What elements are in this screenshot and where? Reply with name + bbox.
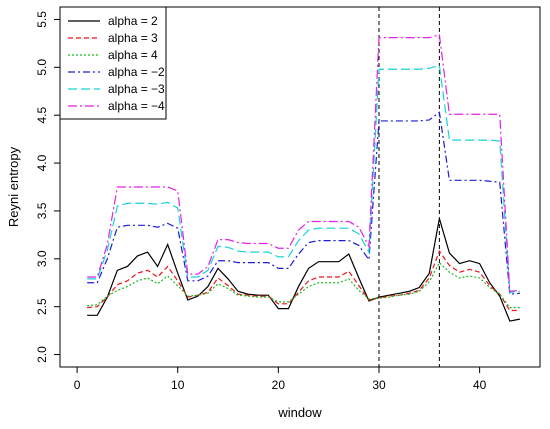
legend-label-4: alpha = −2	[108, 65, 165, 79]
y-axis-title: Reyni entropy	[6, 146, 21, 227]
legend-label-5: alpha = −3	[108, 82, 165, 96]
series-line-4	[87, 111, 520, 295]
y-tick-label: 3.0	[35, 250, 49, 267]
y-tick-label: 3.5	[35, 202, 49, 219]
y-tick-label: 2.0	[35, 346, 49, 363]
legend-label-2: alpha = 3	[108, 31, 158, 45]
series-line-3	[87, 261, 520, 309]
legend-label-3: alpha = 4	[108, 48, 158, 62]
x-tick-label: 40	[473, 378, 487, 392]
y-tick-label: 2.5	[35, 298, 49, 315]
x-tick-label: 30	[372, 378, 386, 392]
series-line-1	[87, 218, 520, 322]
y-tick-label: 4.0	[35, 154, 49, 171]
x-axis: 0 10 20 30 40	[74, 367, 487, 392]
legend-label-1: alpha = 2	[108, 14, 158, 28]
series-line-2	[87, 249, 520, 312]
plot-frame	[59, 6, 541, 368]
series-line-6	[87, 34, 520, 293]
series-line-5	[87, 64, 520, 293]
reference-lines	[378, 7, 440, 367]
x-tick-label: 20	[272, 378, 286, 392]
x-axis-title: window	[277, 405, 322, 420]
y-tick-label: 5.0	[35, 59, 49, 76]
legend: alpha = 2 alpha = 3 alpha = 4 alpha = −2 alp…	[59, 6, 167, 120]
y-axis: 2.0 2.5 3.0 3.5 4.0 4.5 5.0 5.5	[35, 11, 60, 363]
y-tick-label: 4.5	[35, 107, 49, 124]
legend-label-6: alpha = −4	[108, 99, 165, 113]
legend-box	[59, 6, 167, 120]
series-lines	[87, 34, 520, 322]
x-tick-label: 0	[74, 378, 81, 392]
y-tick-label: 5.5	[35, 11, 49, 28]
x-tick-label: 10	[171, 378, 185, 392]
